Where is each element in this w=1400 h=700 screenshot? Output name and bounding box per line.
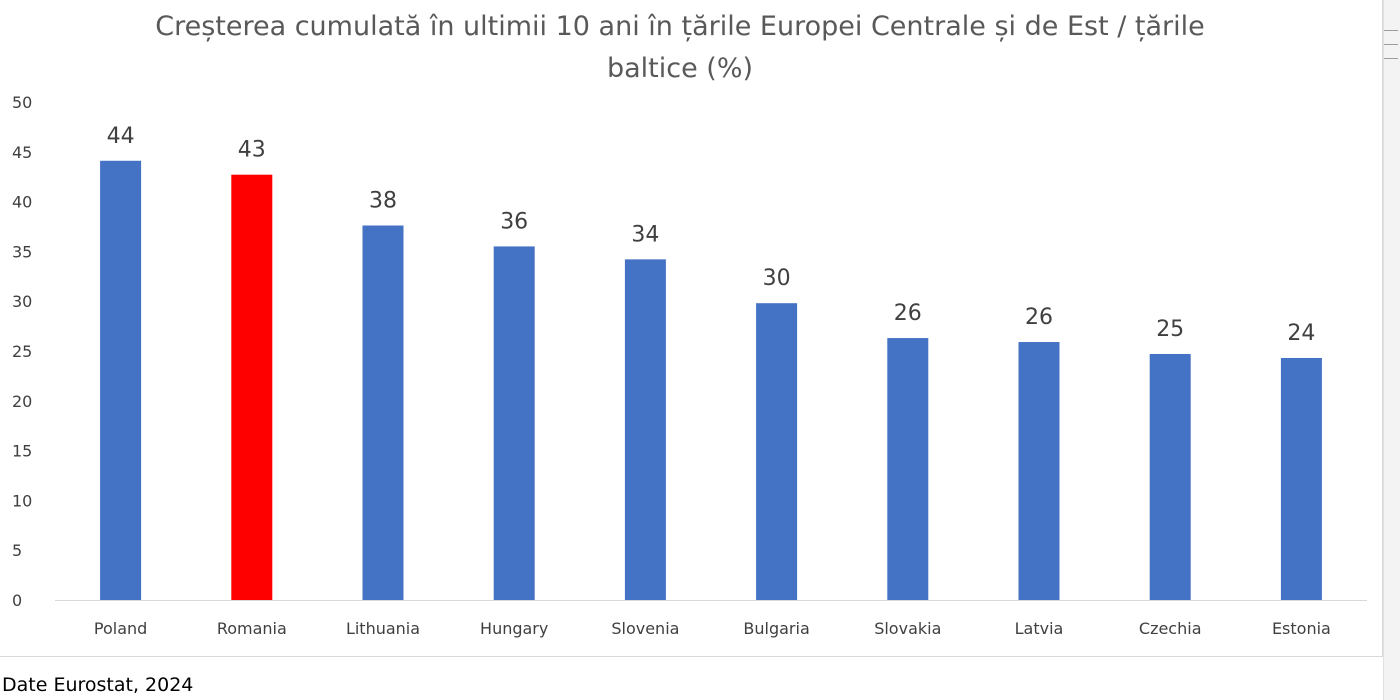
x-tick-label-slovakia: Slovakia xyxy=(874,619,941,638)
data-label-hungary: 36 xyxy=(500,209,528,234)
bar-czechia xyxy=(1149,353,1191,600)
bar-lithuania xyxy=(362,225,404,600)
x-tick-label-bulgaria: Bulgaria xyxy=(743,619,809,638)
y-tick-label: 15 xyxy=(12,442,32,461)
data-label-slovakia: 26 xyxy=(894,301,922,326)
bar-estonia xyxy=(1280,357,1322,600)
bar-slovenia xyxy=(624,259,666,600)
data-label-bulgaria: 30 xyxy=(763,266,791,291)
data-label-lithuania: 38 xyxy=(369,189,397,214)
x-tick-label-slovenia: Slovenia xyxy=(611,619,679,638)
bar-slovakia xyxy=(887,338,929,600)
y-tick-label: 40 xyxy=(12,193,32,212)
x-tick-label-romania: Romania xyxy=(217,619,287,638)
x-tick-label-lithuania: Lithuania xyxy=(346,619,420,638)
sheet-right-edge xyxy=(1383,0,1400,700)
bar-hungary xyxy=(493,246,535,601)
y-tick-label: 20 xyxy=(12,392,32,411)
chart-title: Creșterea cumulată în ultimii 10 ani în … xyxy=(155,11,1205,84)
y-tick-label: 25 xyxy=(12,342,32,361)
bar-poland xyxy=(100,160,142,600)
x-tick-label-hungary: Hungary xyxy=(480,619,548,638)
y-tick-label: 50 xyxy=(12,93,32,112)
y-tick-label: 35 xyxy=(12,242,32,261)
resize-grip-line xyxy=(1384,30,1398,31)
data-label-estonia: 24 xyxy=(1287,321,1315,346)
data-label-latvia: 26 xyxy=(1025,305,1053,330)
source-note: Date Eurostat, 2024 xyxy=(2,674,194,696)
data-label-slovenia: 34 xyxy=(631,222,659,247)
y-tick-label: 30 xyxy=(12,292,32,311)
bar-romania xyxy=(231,174,273,600)
x-tick-label-latvia: Latvia xyxy=(1015,619,1064,638)
data-label-romania: 43 xyxy=(238,138,266,163)
bar-bulgaria xyxy=(756,303,798,600)
data-label-poland: 44 xyxy=(107,124,135,149)
resize-grip-line xyxy=(1384,44,1398,45)
y-tick-label: 0 xyxy=(12,591,22,610)
x-tick-label-poland: Poland xyxy=(94,619,147,638)
y-tick-label: 10 xyxy=(12,491,32,510)
data-label-czechia: 25 xyxy=(1156,317,1184,342)
y-tick-label: 45 xyxy=(12,143,32,162)
bar-chart: 0 5 10 15 20 25 30 35 40 45 50 44 Poland 43 Romania 38 L… xyxy=(12,93,1367,638)
bar-latvia xyxy=(1018,342,1060,600)
y-tick-label: 5 xyxy=(12,541,22,560)
resize-grip-line xyxy=(1384,58,1398,59)
x-tick-label-czechia: Czechia xyxy=(1139,619,1202,638)
x-tick-label-estonia: Estonia xyxy=(1272,619,1331,638)
